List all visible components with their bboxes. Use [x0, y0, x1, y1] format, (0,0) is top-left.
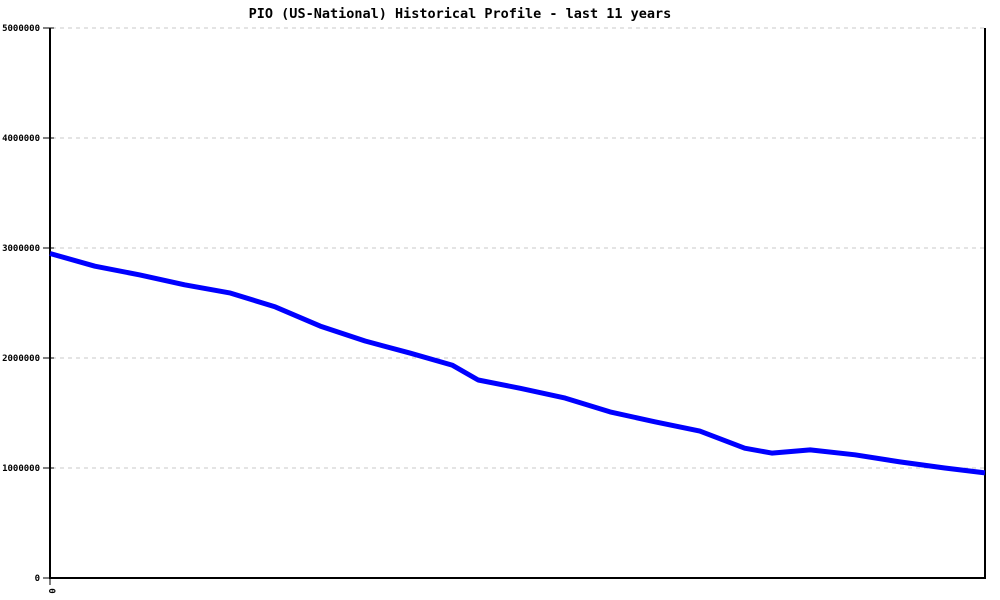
y-tick-label: 5000000 — [2, 24, 40, 34]
chart-title: PIO (US-National) Historical Profile - l… — [249, 6, 672, 22]
y-tick-label: 2000000 — [2, 354, 40, 364]
axes — [49, 28, 986, 579]
data-line-pio — [49, 251, 986, 476]
y-tick-label: 3000000 — [2, 244, 40, 254]
x-axis-labels: 0 — [46, 588, 56, 593]
gridlines — [52, 27, 985, 469]
x-tick-label: 0 — [46, 588, 56, 593]
y-axis-labels: 5000000 4000000 3000000 2000000 1000000 0 — [2, 24, 40, 584]
y-tick-label: 4000000 — [2, 134, 40, 144]
y-tick-label: 1000000 — [2, 464, 40, 474]
y-tick-label: 0 — [35, 574, 40, 584]
tick-marks — [43, 27, 54, 585]
